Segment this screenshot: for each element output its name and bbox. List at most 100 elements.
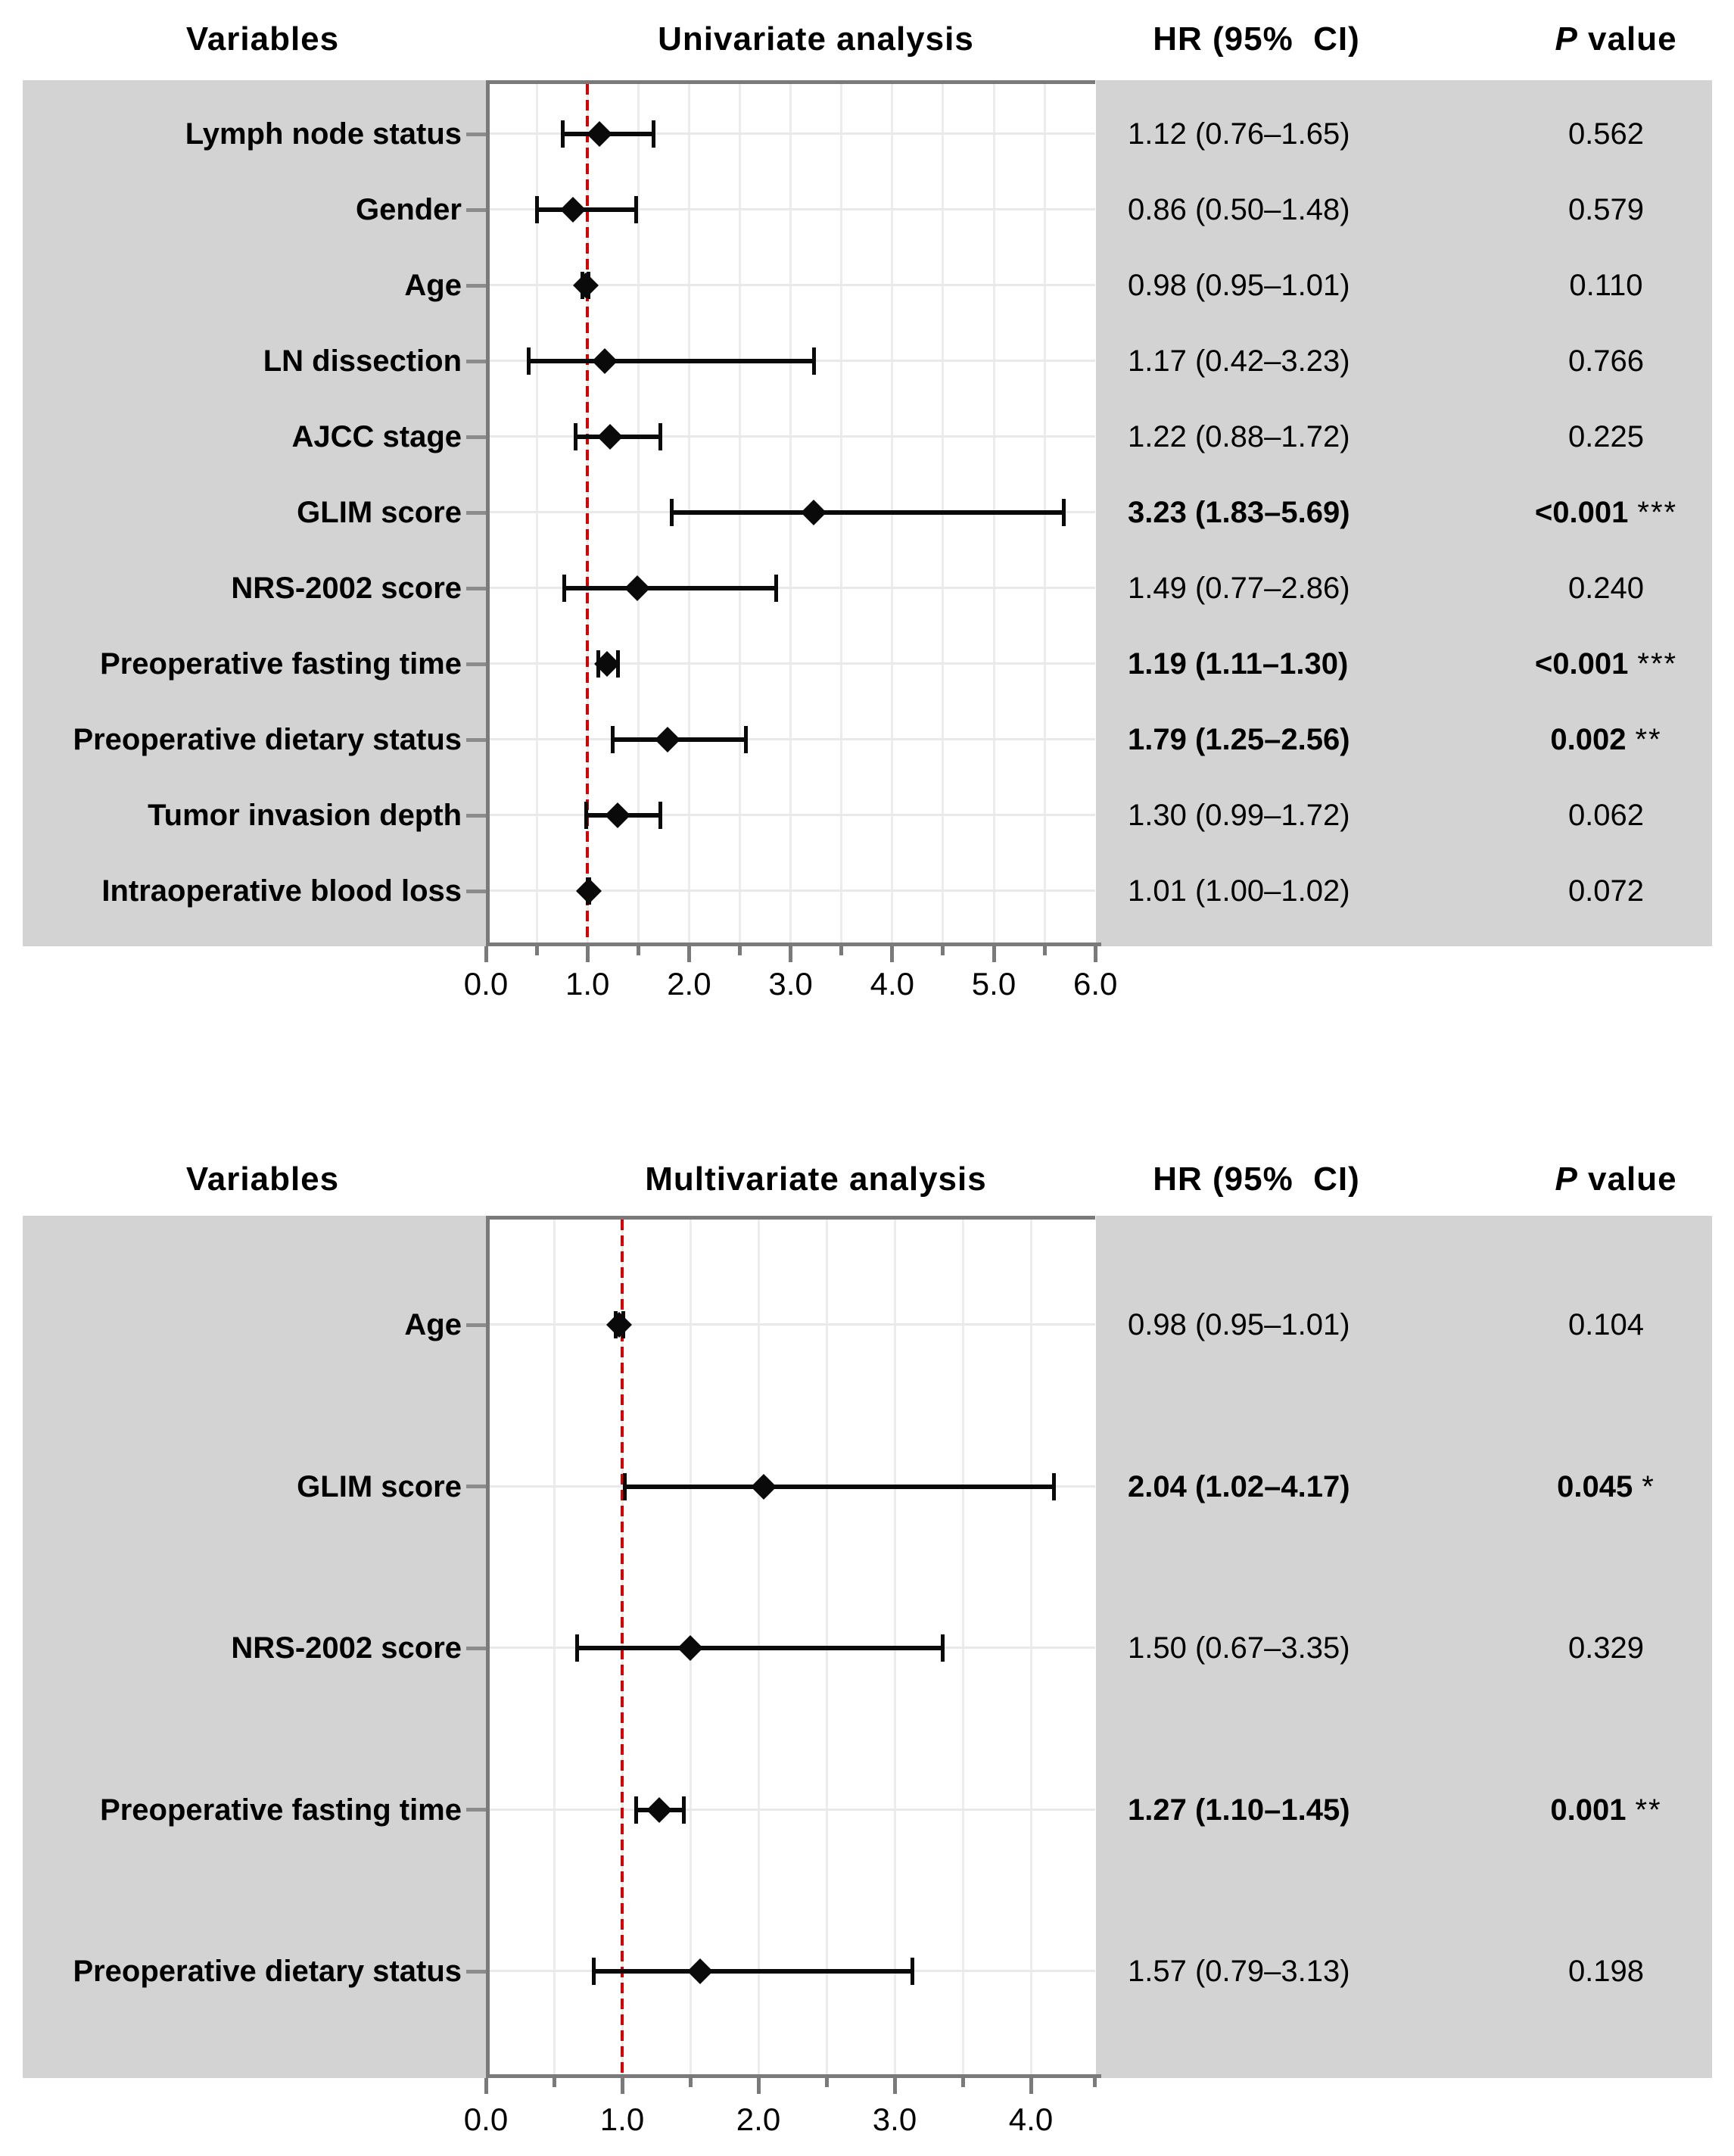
pvalue-header-rest: value [1577, 20, 1677, 58]
row-tick [466, 1485, 486, 1488]
x-axis-tick-major [789, 946, 793, 962]
p-value-number: <0.001 [1534, 496, 1629, 529]
row-tick [466, 1969, 486, 1974]
x-axis-tick-major [1093, 946, 1097, 962]
variable-label: Intraoperative blood loss [101, 874, 462, 908]
row-tick [466, 1646, 486, 1650]
row-tick [466, 283, 486, 288]
ci-line [564, 586, 777, 590]
p-value-number: <0.001 [1534, 647, 1629, 681]
column-header-variables: Variables [185, 20, 340, 58]
x-axis-tick-major [756, 2078, 761, 2094]
ci-line [593, 1969, 913, 1974]
significance-stars: *** [1637, 647, 1678, 681]
x-axis-tick-minor [552, 2078, 556, 2087]
x-tick-label: 0.0 [463, 966, 509, 1002]
row-tick [466, 586, 486, 590]
ci-cap-low [591, 1958, 596, 1985]
ci-cap-high [634, 196, 639, 223]
hr-value: 0.98 (0.95–1.01) [1128, 1308, 1350, 1341]
x-axis-tick-major [686, 946, 691, 962]
x-axis-tick-major [585, 946, 590, 962]
ci-cap-high [658, 802, 663, 829]
y-axis-line [486, 80, 490, 946]
hr-value: 3.23 (1.83–5.69) [1128, 496, 1350, 529]
variable-label: Preoperative fasting time [100, 1793, 462, 1827]
row-tick [466, 662, 486, 666]
row-tick [466, 1323, 486, 1327]
x-axis-tick-minor [960, 2078, 965, 2087]
ci-cap-high [651, 120, 655, 148]
row-gridline [490, 738, 1095, 740]
p-value-number: 0.198 [1567, 1955, 1645, 1988]
values-panel-background [1096, 80, 1712, 946]
hr-value: 1.30 (0.99–1.72) [1128, 799, 1350, 832]
x-axis-tick-minor [824, 2078, 829, 2087]
p-value-number: 0.766 [1567, 344, 1645, 378]
pvalue-header-italic-p: P [1555, 20, 1578, 58]
variable-label: Age [404, 1308, 462, 1341]
x-axis-tick-major [1029, 2078, 1033, 2094]
ci-cap-low [575, 1634, 580, 1662]
p-value-number: 0.002 [1550, 723, 1627, 756]
variables-panel-background [23, 1216, 486, 2078]
hr-value: 1.57 (0.79–3.13) [1128, 1955, 1350, 1988]
p-value: 0.240 [1447, 571, 1734, 606]
row-gridline [490, 208, 1095, 210]
ci-cap-high [658, 423, 663, 450]
row-tick [466, 1808, 486, 1812]
hr-value: 0.86 (0.50–1.48) [1128, 193, 1350, 226]
ci-cap-low [562, 575, 566, 602]
variable-label: Lymph node status [185, 117, 462, 151]
x-axis-tick-minor [738, 946, 742, 955]
column-header-pvalue: P value [1465, 1161, 1734, 1198]
p-value-number: 0.001 [1550, 1793, 1627, 1827]
variable-label: AJCC stage [291, 420, 462, 453]
variable-label: GLIM score [297, 496, 462, 529]
column-header-variables: Variables [185, 1161, 340, 1198]
variable-label: Preoperative dietary status [73, 723, 462, 756]
pvalue-header-italic-p: P [1555, 1161, 1578, 1198]
hr-value: 1.50 (0.67–3.35) [1128, 1631, 1350, 1665]
ci-cap-high [940, 1634, 945, 1662]
p-value-number: 0.104 [1567, 1308, 1645, 1341]
values-panel-background [1096, 1216, 1712, 2078]
p-value-number: 0.045 [1557, 1469, 1633, 1503]
x-tick-label: 5.0 [971, 966, 1016, 1002]
p-value-number: 0.062 [1567, 799, 1645, 832]
ci-cap-low [526, 347, 531, 375]
p-value-number: 0.329 [1567, 1631, 1645, 1665]
hr-value: 1.17 (0.42–3.23) [1128, 344, 1350, 378]
x-axis-tick-minor [636, 946, 640, 955]
p-value-number: 0.225 [1567, 420, 1645, 453]
variable-label: Gender [355, 193, 462, 226]
column-header-hr-ci: HR (95% CI) [1153, 20, 1360, 58]
x-axis-tick-minor [1042, 946, 1047, 955]
significance-stars: *** [1637, 496, 1678, 529]
plot-border-top [486, 1216, 1095, 1220]
variable-label: NRS-2002 score [231, 572, 462, 605]
ci-cap-low [634, 1796, 638, 1824]
x-axis-tick-minor [839, 946, 844, 955]
row-gridline [490, 662, 1095, 665]
x-tick-label: 4.0 [1008, 2101, 1054, 2137]
row-tick [466, 207, 486, 212]
row-gridline [490, 1808, 1095, 1811]
p-value: 0.072 [1447, 874, 1734, 908]
column-header-hr-ci: HR (95% CI) [1153, 1161, 1360, 1198]
row-tick [466, 132, 486, 136]
p-value: 0.002 ** [1447, 722, 1734, 757]
pvalue-header-rest: value [1577, 1161, 1677, 1198]
x-tick-label: 1.0 [599, 2101, 645, 2137]
x-tick-label: 2.0 [667, 966, 711, 1002]
ci-cap-high [811, 347, 816, 375]
x-tick-label: 6.0 [1072, 966, 1118, 1002]
p-value: <0.001 *** [1447, 495, 1734, 530]
p-value: 0.225 [1447, 419, 1734, 454]
p-value: 0.579 [1447, 192, 1734, 227]
row-gridline [490, 890, 1095, 892]
ci-line [528, 359, 814, 363]
ci-cap-high [774, 575, 779, 602]
variable-label: Preoperative fasting time [100, 647, 462, 681]
